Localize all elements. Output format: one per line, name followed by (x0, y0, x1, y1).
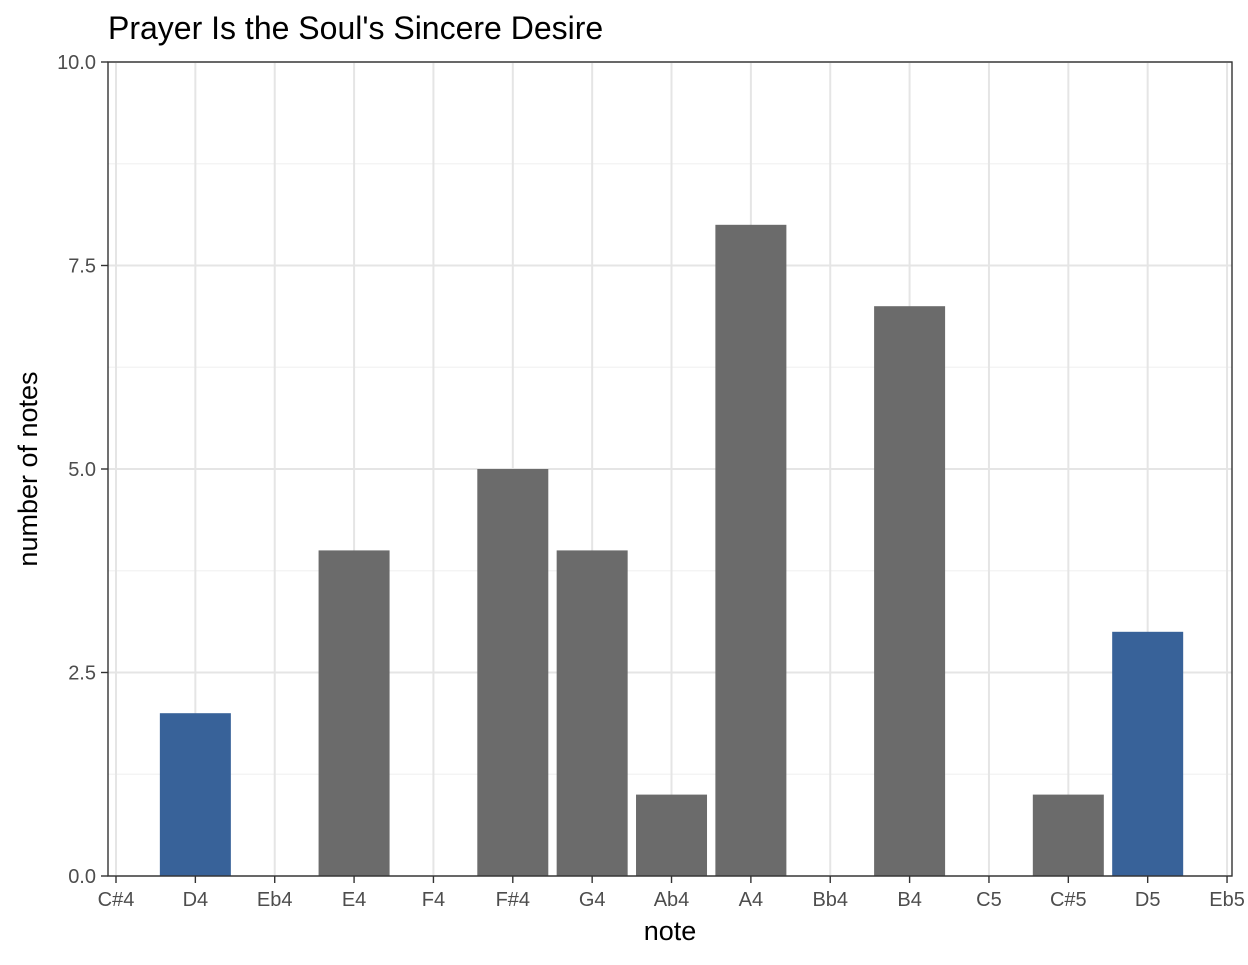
bar-C#5 (1032, 794, 1104, 876)
y-axis-title: number of notes (13, 371, 43, 566)
x-axis-title: note (644, 916, 697, 946)
x-tick-label: F4 (422, 889, 445, 911)
x-tick-label: Eb4 (257, 889, 293, 911)
x-tick-label: G4 (579, 889, 606, 911)
x-tick-label: A4 (739, 889, 763, 911)
x-tick-label: C5 (976, 889, 1002, 911)
bar-A4 (715, 224, 787, 877)
bar-D5 (1112, 631, 1184, 876)
bar-G4 (556, 550, 628, 876)
y-tick-label: 0.0 (68, 866, 96, 888)
x-tick-label: C#4 (98, 889, 135, 911)
bar-E4 (318, 550, 390, 876)
x-tick-label: E4 (342, 889, 366, 911)
x-tick-label: B4 (897, 889, 921, 911)
x-tick-label: Bb4 (812, 889, 848, 911)
bar-F#4 (477, 469, 549, 876)
x-tick-label: D4 (183, 889, 209, 911)
x-tick-label: D5 (1135, 889, 1161, 911)
y-tick-label: 5.0 (68, 459, 96, 481)
chart-title: Prayer Is the Soul's Sincere Desire (108, 10, 603, 46)
y-tick-label: 10.0 (57, 52, 96, 74)
x-tick-label: C#5 (1050, 889, 1087, 911)
x-tick-label: Eb5 (1209, 889, 1245, 911)
bar-B4 (874, 306, 946, 876)
y-axis: 0.0 2.5 5.0 7.5 10.0 (57, 52, 108, 888)
bars (159, 224, 1184, 877)
x-tick-label: F#4 (496, 889, 530, 911)
y-tick-label: 7.5 (68, 256, 96, 278)
bar-Ab4 (636, 794, 708, 876)
y-tick-label: 2.5 (68, 663, 96, 685)
x-tick-label: Ab4 (654, 889, 690, 911)
bar-D4 (159, 713, 231, 876)
grid-lines (108, 61, 1232, 877)
x-axis: C#4 D4 Eb4 E4 F4 F#4 G4 Ab4 A4 Bb4 B4 C5 C#5 D5 Eb5 (98, 876, 1245, 911)
